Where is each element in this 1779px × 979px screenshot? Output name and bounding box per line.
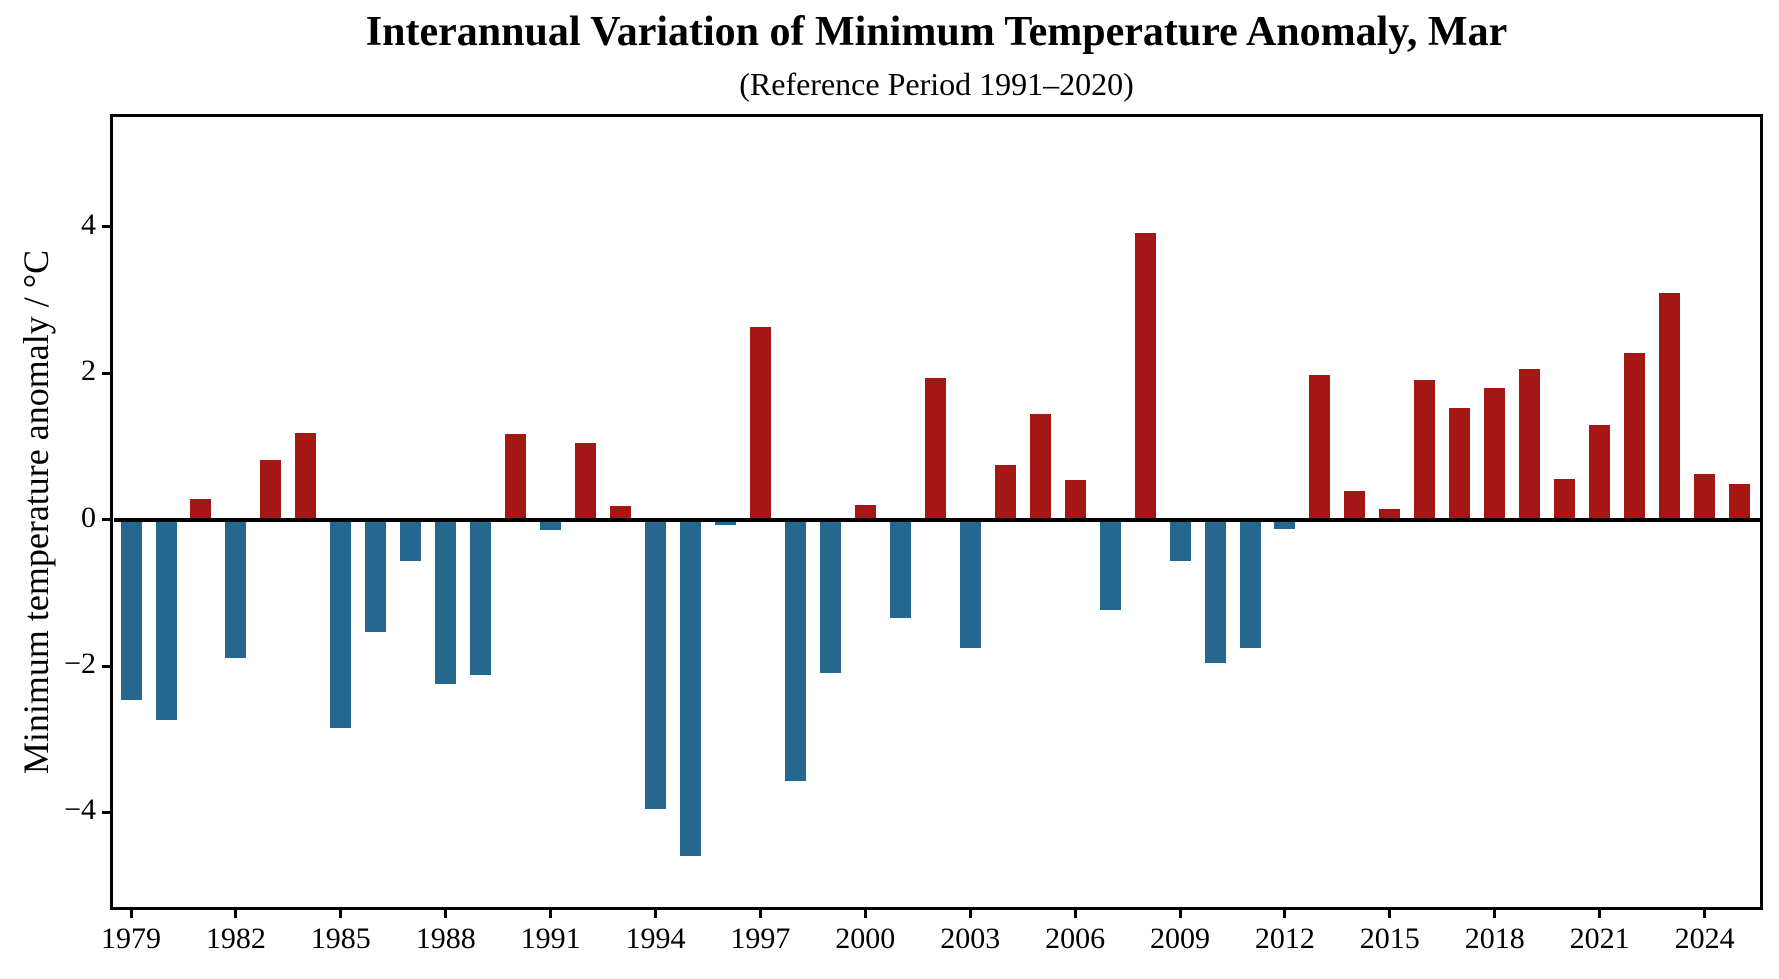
bar-1986 — [365, 519, 387, 633]
bar-1998 — [784, 519, 806, 781]
bar-1997 — [749, 327, 771, 520]
bar-1993 — [610, 506, 631, 520]
plot-frame — [110, 114, 1763, 910]
x-tick-2009 — [1178, 910, 1182, 918]
x-tick-label-2012: 2012 — [1254, 922, 1315, 955]
bar-2025 — [1729, 484, 1750, 520]
bar-2018 — [1484, 387, 1506, 520]
y-tick-label-4: 4 — [81, 207, 96, 241]
x-tick-label-1997: 1997 — [730, 922, 791, 955]
bar-2001 — [889, 519, 911, 618]
x-tick-label-1994: 1994 — [625, 922, 686, 955]
bar-2006 — [1064, 480, 1086, 520]
x-tick-label-2003: 2003 — [940, 922, 1001, 955]
x-tick-label-2024: 2024 — [1674, 922, 1735, 955]
x-tick-label-2021: 2021 — [1569, 922, 1630, 955]
x-tick-label-2015: 2015 — [1359, 922, 1420, 955]
bar-2016 — [1414, 379, 1436, 520]
bar-2005 — [1029, 414, 1051, 520]
bar-1983 — [260, 459, 282, 520]
bar-1988 — [435, 519, 457, 685]
bar-2020 — [1554, 479, 1576, 520]
bar-2003 — [959, 519, 981, 648]
chart-title: Interannual Variation of Minimum Tempera… — [365, 9, 1508, 55]
bar-2024 — [1694, 474, 1716, 520]
bar-2007 — [1099, 519, 1121, 610]
bar-2010 — [1204, 519, 1226, 664]
bar-1996 — [715, 519, 736, 526]
bar-2002 — [924, 378, 946, 520]
bar-2015 — [1379, 509, 1401, 520]
bar-1981 — [190, 499, 212, 520]
bar-1991 — [540, 519, 562, 530]
bar-1985 — [330, 519, 352, 729]
bar-2012 — [1274, 519, 1296, 530]
x-tick-label-2000: 2000 — [835, 922, 896, 955]
x-tick-label-2006: 2006 — [1045, 922, 1106, 955]
y-tick-label--4: −4 — [64, 793, 96, 827]
x-tick-2006 — [1073, 910, 1077, 918]
x-tick-label-1985: 1985 — [310, 922, 371, 955]
bar-1984 — [295, 432, 317, 520]
y-tick-4 — [102, 225, 110, 229]
x-tick-1997 — [758, 910, 762, 918]
bar-2004 — [994, 464, 1016, 520]
y-tick-label--2: −2 — [64, 647, 96, 680]
bar-1987 — [400, 519, 422, 561]
bar-2014 — [1344, 491, 1366, 520]
bar-2022 — [1624, 352, 1646, 520]
x-tick-2012 — [1283, 910, 1287, 918]
x-tick-2018 — [1493, 910, 1497, 918]
x-tick-1991 — [549, 910, 553, 918]
bar-2013 — [1309, 374, 1331, 520]
bar-2008 — [1134, 232, 1156, 520]
x-tick-1994 — [654, 910, 657, 918]
x-tick-label-1988: 1988 — [415, 922, 476, 955]
bar-1989 — [470, 519, 492, 676]
bar-2017 — [1449, 408, 1471, 520]
bar-1982 — [225, 519, 247, 658]
zero-axis-line — [113, 517, 1761, 522]
x-tick-2003 — [968, 910, 972, 918]
x-tick-2021 — [1598, 910, 1602, 918]
bar-2019 — [1519, 368, 1541, 520]
x-tick-1982 — [234, 910, 238, 918]
bar-1990 — [505, 433, 527, 520]
bar-2000 — [854, 504, 876, 520]
x-tick-label-2009: 2009 — [1150, 922, 1210, 955]
chart-subtitle: (Reference Period 1991–2020) — [739, 66, 1134, 102]
bar-1979 — [120, 519, 142, 701]
y-tick-2 — [102, 371, 110, 375]
bar-2023 — [1659, 293, 1681, 520]
bar-1980 — [155, 519, 177, 721]
x-tick-label-1982: 1982 — [205, 922, 266, 955]
x-tick-label-2018: 2018 — [1464, 922, 1525, 955]
y-tick-label-2: 2 — [81, 354, 96, 388]
y-tick--2 — [102, 664, 110, 668]
x-tick-label-1991: 1991 — [520, 922, 581, 955]
x-tick-2000 — [863, 910, 867, 918]
y-tick--4 — [102, 810, 110, 814]
bar-1999 — [819, 519, 841, 673]
x-tick-1985 — [339, 910, 343, 918]
x-tick-1979 — [129, 910, 133, 918]
x-tick-2015 — [1388, 910, 1392, 918]
y-tick-label-0: 0 — [81, 500, 96, 534]
bar-1992 — [575, 442, 597, 520]
bar-2009 — [1169, 519, 1191, 562]
x-tick-label-1979: 1979 — [101, 922, 161, 955]
bar-1995 — [680, 519, 701, 857]
bar-1994 — [645, 519, 666, 810]
x-tick-2024 — [1703, 910, 1707, 918]
bar-2011 — [1239, 519, 1261, 648]
x-tick-1988 — [444, 910, 448, 918]
bar-2021 — [1589, 425, 1611, 520]
y-tick-0 — [102, 518, 110, 522]
